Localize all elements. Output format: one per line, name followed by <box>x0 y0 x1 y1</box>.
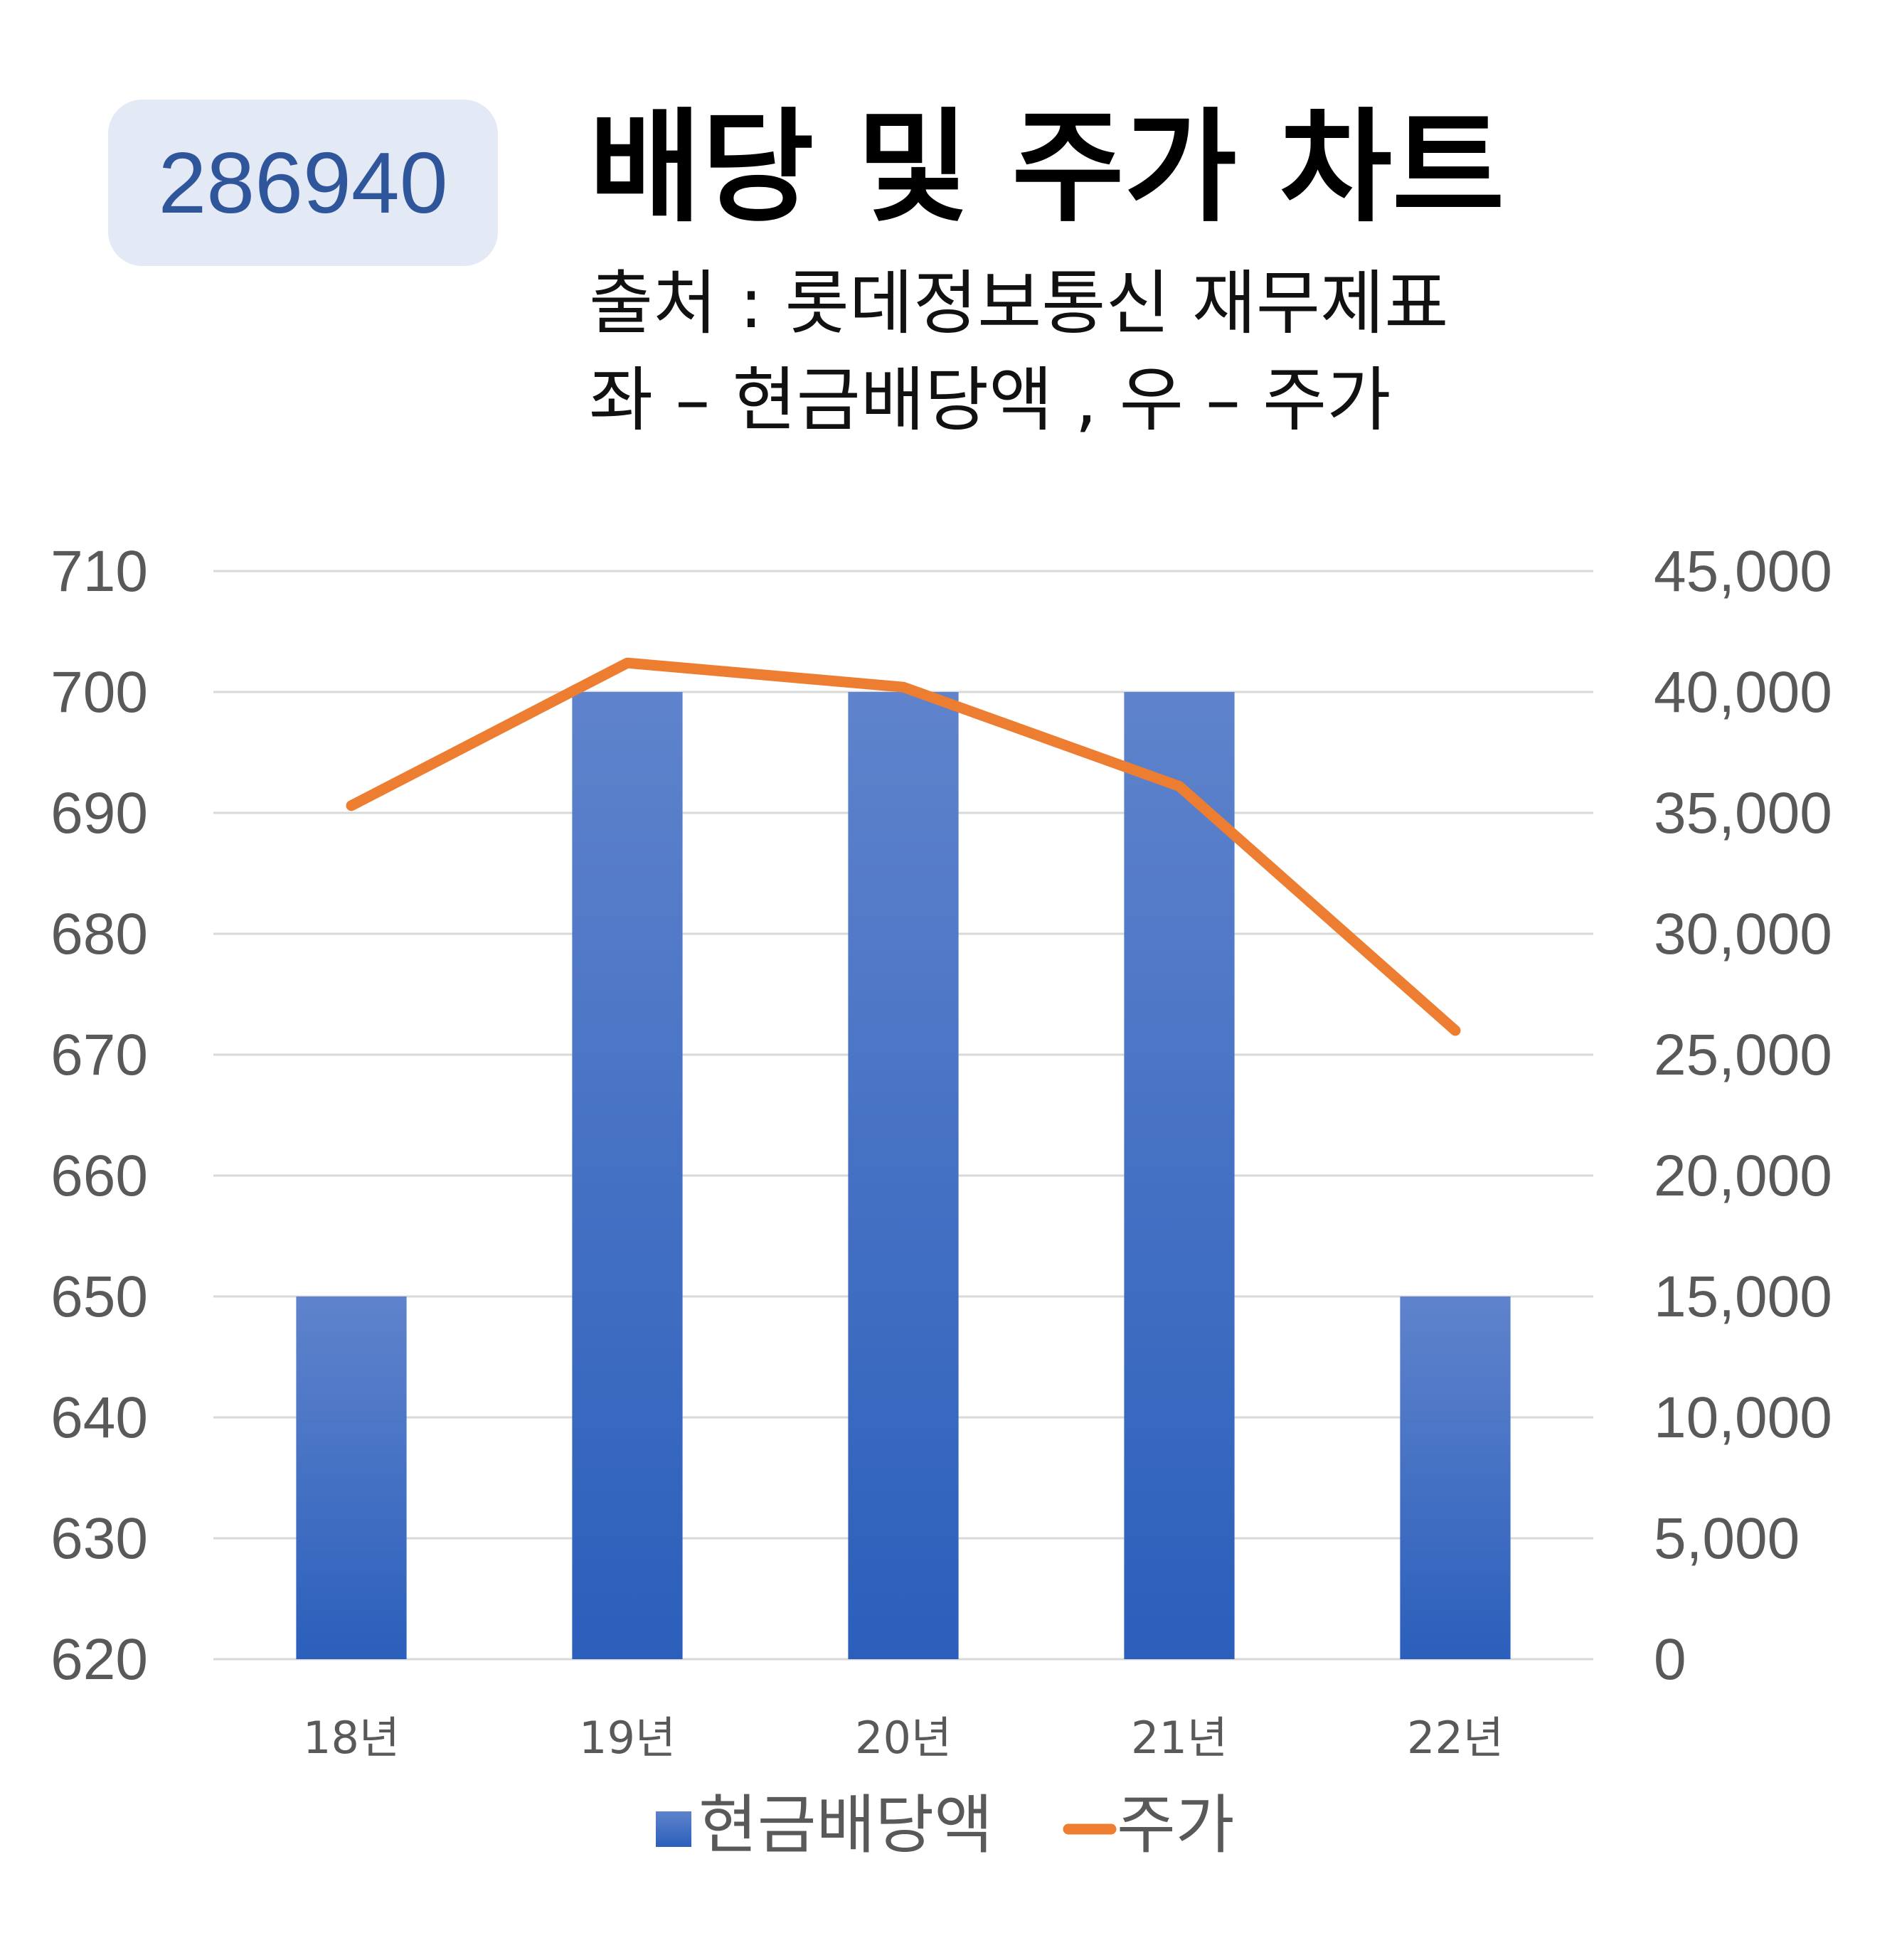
left-axis-tick-label: 680 <box>51 902 148 966</box>
right-axis-tick-label: 20,000 <box>1654 1144 1832 1208</box>
right-axis-tick-label: 5,000 <box>1654 1506 1800 1571</box>
chart-title: 배당 및 주가 차트 <box>589 96 1505 239</box>
legend-swatch-dividend <box>656 1811 691 1847</box>
line-series <box>346 657 1461 1036</box>
x-axis-tick-label: 21년 <box>1131 1712 1228 1764</box>
subtitle-source: 출처 : 롯데정보통신 재무제표 <box>589 263 1449 344</box>
right-axis-tick-label: 0 <box>1654 1627 1686 1692</box>
left-axis-tick-label: 630 <box>51 1506 148 1571</box>
bar-dividend <box>1400 1296 1511 1659</box>
bar-dividend <box>572 692 683 1659</box>
axes: 710 45,000 700 40,000 690 35,000 680 30,000 670 2… <box>51 539 1832 1764</box>
right-axis-tick-label: 10,000 <box>1654 1385 1832 1450</box>
x-axis-tick-label: 22년 <box>1407 1712 1504 1764</box>
subtitle-axes-note: 좌 – 현금배당액 , 우 – 주가 <box>589 360 1391 441</box>
left-axis-tick-label: 620 <box>51 1627 148 1692</box>
left-axis-tick-label: 640 <box>51 1385 148 1450</box>
x-axis-tick-label: 19년 <box>579 1712 676 1764</box>
right-axis-tick-label: 40,000 <box>1654 660 1832 725</box>
stock-code-badge: 286940 <box>108 100 498 266</box>
legend-label-dividend: 현금배당액 <box>698 1788 993 1863</box>
left-axis-tick-label: 650 <box>51 1264 148 1329</box>
right-axis-tick-label: 15,000 <box>1654 1264 1832 1329</box>
right-axis-tick-label: 30,000 <box>1654 902 1832 966</box>
x-axis-tick-label: 18년 <box>303 1712 400 1764</box>
left-axis-tick-label: 660 <box>51 1144 148 1208</box>
right-axis-tick-label: 45,000 <box>1654 539 1832 604</box>
legend-label-price: 주가 <box>1117 1788 1235 1863</box>
left-axis-tick-label: 700 <box>51 660 148 725</box>
left-axis-tick-label: 670 <box>51 1023 148 1087</box>
bar-dividend <box>296 1296 407 1659</box>
right-axis-tick-label: 35,000 <box>1654 781 1832 846</box>
left-axis-tick-label: 710 <box>51 539 148 604</box>
x-axis-tick-label: 20년 <box>855 1712 952 1764</box>
bar-dividend <box>1124 692 1235 1659</box>
chart-subtitle: 출처 : 롯데정보통신 재무제표 좌 – 현금배당액 , 우 – 주가 <box>589 256 1448 449</box>
bar-series <box>296 692 1511 1659</box>
left-axis-tick-label: 690 <box>51 781 148 846</box>
line-stock-price <box>346 657 1461 1036</box>
right-axis-tick-label: 25,000 <box>1654 1023 1832 1087</box>
legend: 현금배당액 주가 <box>656 1788 1235 1863</box>
bar-dividend <box>848 692 959 1659</box>
